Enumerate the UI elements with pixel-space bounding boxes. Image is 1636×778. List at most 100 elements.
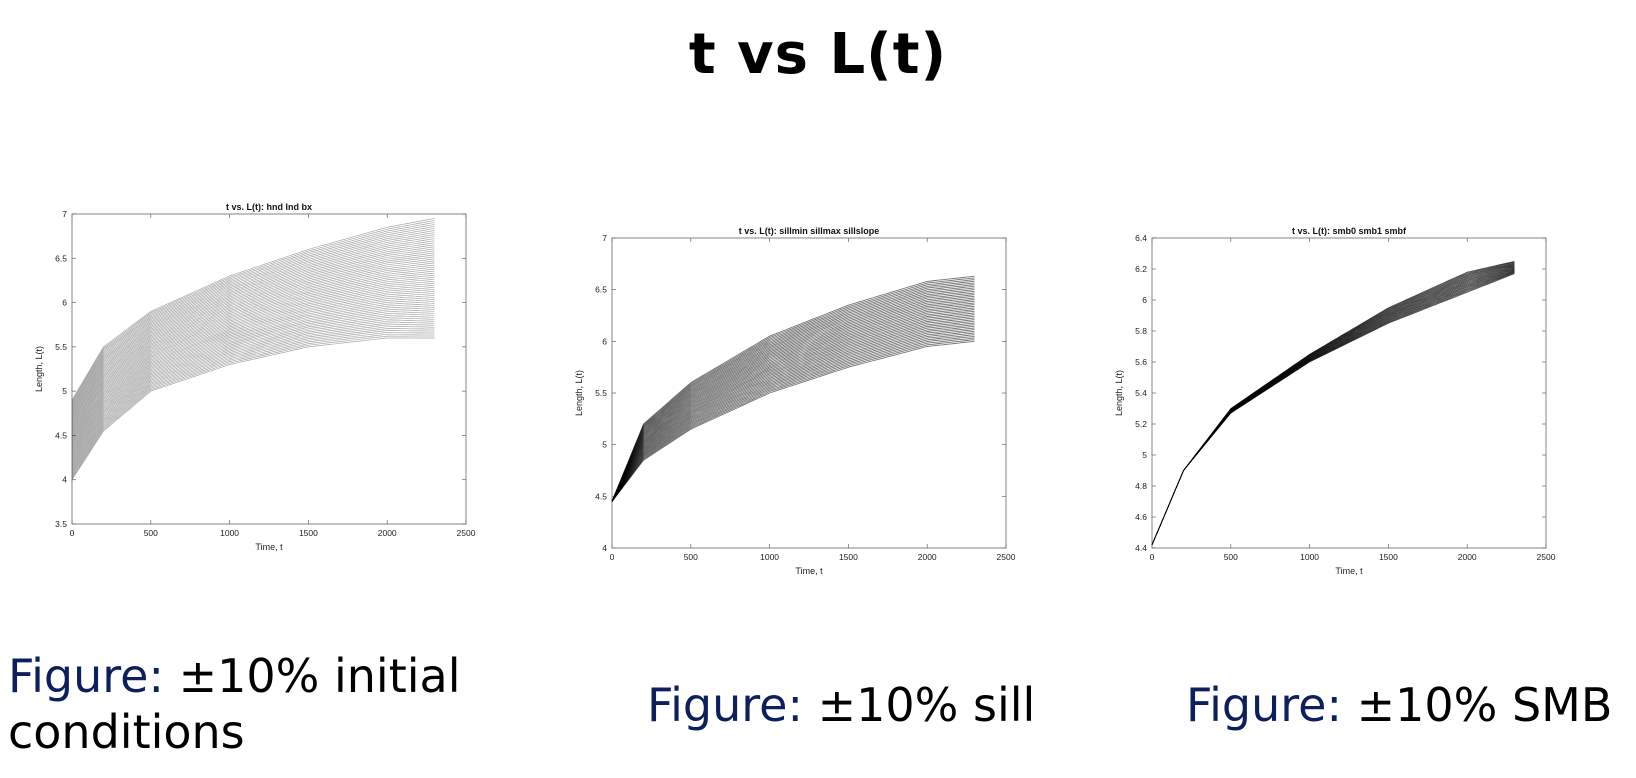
series-line	[1151, 268, 1515, 546]
series-line	[71, 270, 435, 436]
x-tick-label: 1500	[839, 552, 858, 562]
y-tick-label: 4.5	[595, 491, 607, 501]
series-line	[71, 238, 435, 414]
y-tick-label: 4	[62, 475, 67, 485]
series-line	[71, 234, 435, 411]
series-line	[1151, 269, 1515, 546]
series-line	[71, 317, 435, 467]
y-tick-label: 6	[1142, 295, 1147, 305]
x-tick-label: 1000	[1300, 552, 1319, 562]
series-line	[71, 295, 435, 452]
y-tick-label: 6	[602, 336, 607, 346]
y-axis-label: Length, L(t)	[1114, 370, 1124, 416]
caption-text: ±10% initial conditions	[8, 649, 461, 759]
series-line	[71, 335, 435, 479]
x-axis-label: Time, t	[795, 566, 823, 576]
x-tick-label: 2500	[457, 528, 476, 538]
series-line	[1151, 267, 1515, 546]
y-tick-label: 6.2	[1135, 264, 1147, 274]
series-line	[611, 339, 975, 502]
series-line	[71, 264, 435, 432]
caption-text: ±10% SMB	[1341, 678, 1613, 732]
series-line	[1151, 270, 1515, 546]
series-line	[611, 294, 975, 502]
series-line	[71, 248, 435, 421]
y-tick-label: 5.5	[55, 342, 67, 352]
y-tick-label: 6	[62, 298, 67, 308]
series-line	[1151, 269, 1515, 546]
series-line	[71, 319, 435, 468]
series-line	[71, 282, 435, 444]
series-line	[71, 305, 435, 459]
series-line	[71, 313, 435, 464]
series-line	[71, 307, 435, 460]
series-line	[71, 297, 435, 453]
series-line	[611, 297, 975, 502]
y-axis-label: Length, L(t)	[34, 346, 44, 392]
series-line	[71, 266, 435, 433]
x-tick-label: 0	[70, 528, 75, 538]
series-line	[71, 286, 435, 447]
x-tick-label: 2000	[1458, 552, 1477, 562]
series-line	[611, 275, 975, 502]
series-line	[611, 327, 975, 502]
slide-title: t vs L(t)	[688, 22, 948, 87]
series-line	[71, 220, 435, 402]
series-line	[71, 301, 435, 456]
caption-sill: Figure: ±10% sill	[647, 677, 1107, 733]
series-line	[1151, 272, 1515, 546]
series-line	[71, 289, 435, 448]
y-tick-label: 5.4	[1135, 388, 1147, 398]
y-tick-label: 4.4	[1135, 543, 1147, 553]
series-line	[71, 284, 435, 445]
series-line	[611, 314, 975, 502]
series-line	[71, 244, 435, 418]
series-line	[71, 329, 435, 475]
y-tick-label: 6.4	[1135, 233, 1147, 243]
series-line	[1151, 264, 1515, 546]
series-line	[71, 309, 435, 461]
y-tick-label: 5	[602, 440, 607, 450]
series-line	[71, 228, 435, 407]
y-tick-label: 5.2	[1135, 419, 1147, 429]
series-line	[611, 300, 975, 502]
series-line	[611, 299, 975, 502]
chart-initial-conditions: t vs. L(t): hnd lnd bx 0 500 1000 1500 2000 25…	[20, 198, 480, 564]
series-line	[71, 325, 435, 472]
chart-sill: t vs. L(t): sillmin sillmax sillslope 0 50…	[560, 222, 1020, 588]
y-axis-label: Length, L(t)	[574, 370, 584, 416]
series-line	[611, 280, 975, 502]
series-group	[611, 275, 975, 502]
series-line	[611, 312, 975, 502]
series-line	[71, 333, 435, 478]
series-line	[611, 309, 975, 502]
series-line	[611, 334, 975, 502]
x-tick-label: 500	[1224, 552, 1238, 562]
series-line	[71, 250, 435, 422]
x-tick-label: 2000	[918, 552, 937, 562]
x-tick-label: 0	[610, 552, 615, 562]
y-tick-label: 4	[602, 543, 607, 553]
x-tick-label: 2500	[997, 552, 1016, 562]
y-tick-label: 5.8	[1135, 326, 1147, 336]
series-line	[611, 322, 975, 502]
caption-lead: Figure:	[1186, 678, 1342, 732]
series-line	[71, 222, 435, 403]
y-tick-label: 3.5	[55, 519, 67, 529]
series-line	[1151, 268, 1515, 546]
series-line	[71, 260, 435, 429]
chart-title: t vs. L(t): smb0 smb1 smbf	[1292, 226, 1407, 236]
y-tick-label: 5	[1142, 450, 1147, 460]
x-tick-label: 500	[144, 528, 158, 538]
y-tick-label: 5.6	[1135, 357, 1147, 367]
series-line	[611, 292, 975, 502]
y-tick-label: 5	[62, 386, 67, 396]
series-line	[1151, 271, 1515, 546]
series-line	[611, 340, 975, 502]
series-line	[71, 272, 435, 437]
series-line	[611, 279, 975, 502]
y-tick-label: 7	[602, 233, 607, 243]
x-axis-label: Time, t	[255, 542, 283, 552]
series-line	[71, 299, 435, 455]
caption-lead: Figure:	[8, 649, 164, 703]
